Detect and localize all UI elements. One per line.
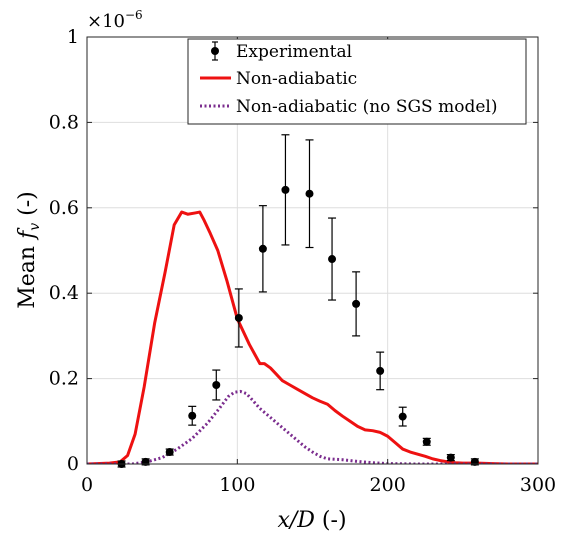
y-axis-title-unit: (-) — [15, 191, 40, 223]
x-axis-title-var: x/D — [277, 508, 315, 533]
experimental-point — [422, 437, 431, 446]
experimental-marker — [258, 244, 267, 253]
x-axis-title: x/D (-) — [277, 508, 346, 533]
experimental-point — [352, 271, 361, 337]
y-axis-title: Mean fv (-) — [15, 191, 43, 309]
experimental-point — [258, 205, 267, 293]
x-tick-label: 300 — [520, 474, 556, 496]
experimental-marker — [188, 411, 197, 420]
experimental-point — [470, 457, 479, 466]
experimental-marker — [328, 255, 337, 264]
y-multiplier-base: ×10 — [87, 11, 125, 32]
series-line-non-adiabatic — [87, 210, 538, 464]
y-multiplier: ×10−6 — [87, 8, 143, 32]
x-tick-label: 100 — [219, 474, 255, 496]
y-tick-label: 0 — [67, 453, 79, 475]
experimental-marker — [398, 412, 407, 421]
experimental-marker — [376, 366, 385, 375]
experimental-point — [328, 217, 337, 301]
y-axis-title-sub: v — [27, 223, 43, 231]
experimental-point — [141, 457, 150, 466]
experimental-point — [212, 369, 221, 401]
experimental-marker — [165, 448, 174, 457]
experimental-marker — [212, 381, 221, 390]
y-axis-title-prefix: Mean — [15, 239, 40, 309]
experimental-marker — [141, 457, 150, 466]
experimental-point — [165, 448, 174, 457]
experimental-point — [188, 405, 197, 426]
x-tick-label: 0 — [81, 474, 93, 496]
series-layer — [87, 134, 538, 468]
plot-frame — [86, 36, 539, 465]
svg-text:×10−6: ×10−6 — [87, 8, 143, 32]
legend-box — [187, 38, 527, 125]
experimental-point — [234, 288, 243, 348]
experimental-point — [281, 134, 290, 246]
y-tick-label: 0.2 — [49, 368, 79, 390]
y-multiplier-exponent: −6 — [125, 8, 143, 22]
legend-marker-experimental-dot — [211, 47, 219, 55]
legend-label-no-sgs: Non-adiabatic (no SGS model) — [236, 97, 497, 117]
experimental-point — [446, 453, 455, 462]
experimental-marker — [281, 185, 290, 194]
y-tick-label: 0.8 — [49, 111, 79, 133]
experimental-point — [305, 139, 314, 249]
experimental-marker — [470, 457, 479, 466]
experimental-marker — [422, 437, 431, 446]
x-tick-label: 200 — [370, 474, 406, 496]
y-tick-label: 0.6 — [49, 197, 79, 219]
experimental-marker — [305, 189, 314, 198]
y-tick-label: 1 — [67, 26, 79, 48]
axis-ticks: 0 100 200 300 0 0.2 0.4 0.6 0.8 1 — [49, 26, 556, 496]
experimental-marker — [352, 299, 361, 308]
legend-entry-non-adiabatic: Non-adiabatic — [200, 69, 357, 89]
legend-entry-experimental: Experimental — [211, 41, 352, 62]
experimental-point — [398, 406, 407, 427]
experimental-marker — [234, 313, 243, 322]
legend: Experimental Non-adiabatic Non-adiabatic… — [187, 38, 527, 125]
y-tick-label: 0.4 — [49, 282, 79, 304]
legend-label-non-adiabatic: Non-adiabatic — [236, 69, 357, 89]
experimental-point — [376, 351, 385, 391]
x-axis-title-unit: (-) — [315, 508, 347, 533]
legend-label-experimental: Experimental — [236, 42, 352, 62]
legend-entry-no-sgs: Non-adiabatic (no SGS model) — [200, 97, 497, 117]
experimental-marker — [446, 453, 455, 462]
